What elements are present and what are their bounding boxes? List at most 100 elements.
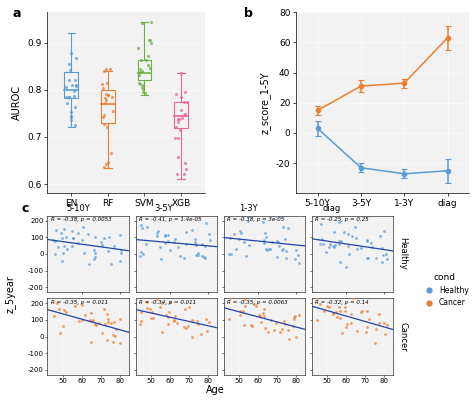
Point [344, 231, 351, 237]
Point [363, 307, 371, 314]
Point [203, 328, 211, 334]
Point [273, 254, 281, 260]
Point [59, 258, 66, 265]
Point [67, 113, 75, 119]
Text: R = -0.32, p = 0.14: R = -0.32, p = 0.14 [315, 300, 369, 305]
Point [162, 312, 170, 318]
Point [102, 65, 110, 72]
Point [174, 153, 182, 160]
Point [166, 299, 173, 305]
Point [171, 135, 178, 141]
Point [260, 313, 267, 319]
Point [338, 330, 346, 337]
Point [325, 243, 333, 250]
Point [59, 235, 66, 241]
Point [335, 238, 343, 244]
Point [63, 100, 71, 106]
Point [281, 321, 289, 327]
Point [230, 231, 238, 237]
Point [278, 247, 285, 253]
Point [116, 316, 124, 322]
Point [245, 242, 253, 249]
Point [322, 249, 330, 255]
Point [354, 246, 361, 253]
Point [280, 246, 287, 253]
Point [344, 242, 352, 249]
Point [245, 218, 252, 224]
Point [146, 36, 153, 43]
Point [363, 237, 371, 243]
Point [87, 339, 94, 345]
Point [174, 243, 182, 250]
Point [273, 238, 281, 244]
Point [161, 240, 168, 247]
Point [109, 339, 117, 345]
Point [63, 84, 70, 90]
Point [146, 64, 154, 71]
Point [364, 255, 371, 261]
Point [143, 305, 151, 311]
Point [198, 241, 205, 247]
Text: R = -0.35, p = 0.0063: R = -0.35, p = 0.0063 [227, 300, 288, 305]
Point [239, 308, 247, 315]
Point [267, 316, 274, 323]
Point [326, 241, 334, 247]
Point [101, 321, 109, 327]
Point [336, 219, 343, 226]
Point [87, 310, 95, 316]
Point [153, 296, 160, 302]
Point [100, 164, 108, 170]
Point [381, 320, 388, 326]
Point [241, 296, 249, 302]
Point [292, 247, 300, 254]
Point [149, 315, 156, 322]
Point [182, 166, 189, 173]
Text: a: a [13, 6, 21, 20]
Point [164, 314, 172, 320]
Point [69, 235, 77, 241]
Point [372, 326, 380, 332]
Point [250, 301, 257, 307]
Point [198, 330, 205, 337]
Point [72, 82, 80, 88]
Point [61, 226, 68, 233]
Point [292, 312, 299, 319]
Point [337, 238, 345, 244]
Point [74, 240, 82, 246]
Point [240, 321, 248, 328]
Bar [64, 72, 78, 98]
Point [195, 251, 202, 258]
Point [104, 319, 111, 326]
Point [62, 309, 69, 315]
Point [145, 53, 152, 59]
Point [188, 227, 196, 233]
Point [174, 119, 182, 125]
Point [331, 242, 339, 248]
Point [100, 235, 108, 241]
Point [143, 223, 151, 230]
Point [70, 93, 77, 99]
Point [342, 324, 349, 330]
Point [79, 317, 86, 323]
Point [295, 312, 302, 318]
Point [329, 311, 337, 317]
Point [136, 69, 144, 75]
Text: z_5year: z_5year [5, 275, 16, 313]
Point [103, 80, 110, 86]
Point [91, 254, 99, 261]
Text: Healthy: Healthy [398, 237, 407, 270]
Point [178, 114, 185, 121]
Point [378, 245, 386, 251]
Point [237, 230, 245, 236]
Point [282, 236, 289, 243]
Point [104, 247, 111, 254]
Point [242, 253, 250, 259]
Point [241, 303, 249, 309]
Point [104, 316, 112, 323]
Point [174, 135, 182, 141]
Point [383, 250, 390, 257]
Point [68, 82, 75, 88]
Point [346, 320, 354, 326]
Point [95, 320, 102, 326]
Point [79, 224, 87, 230]
